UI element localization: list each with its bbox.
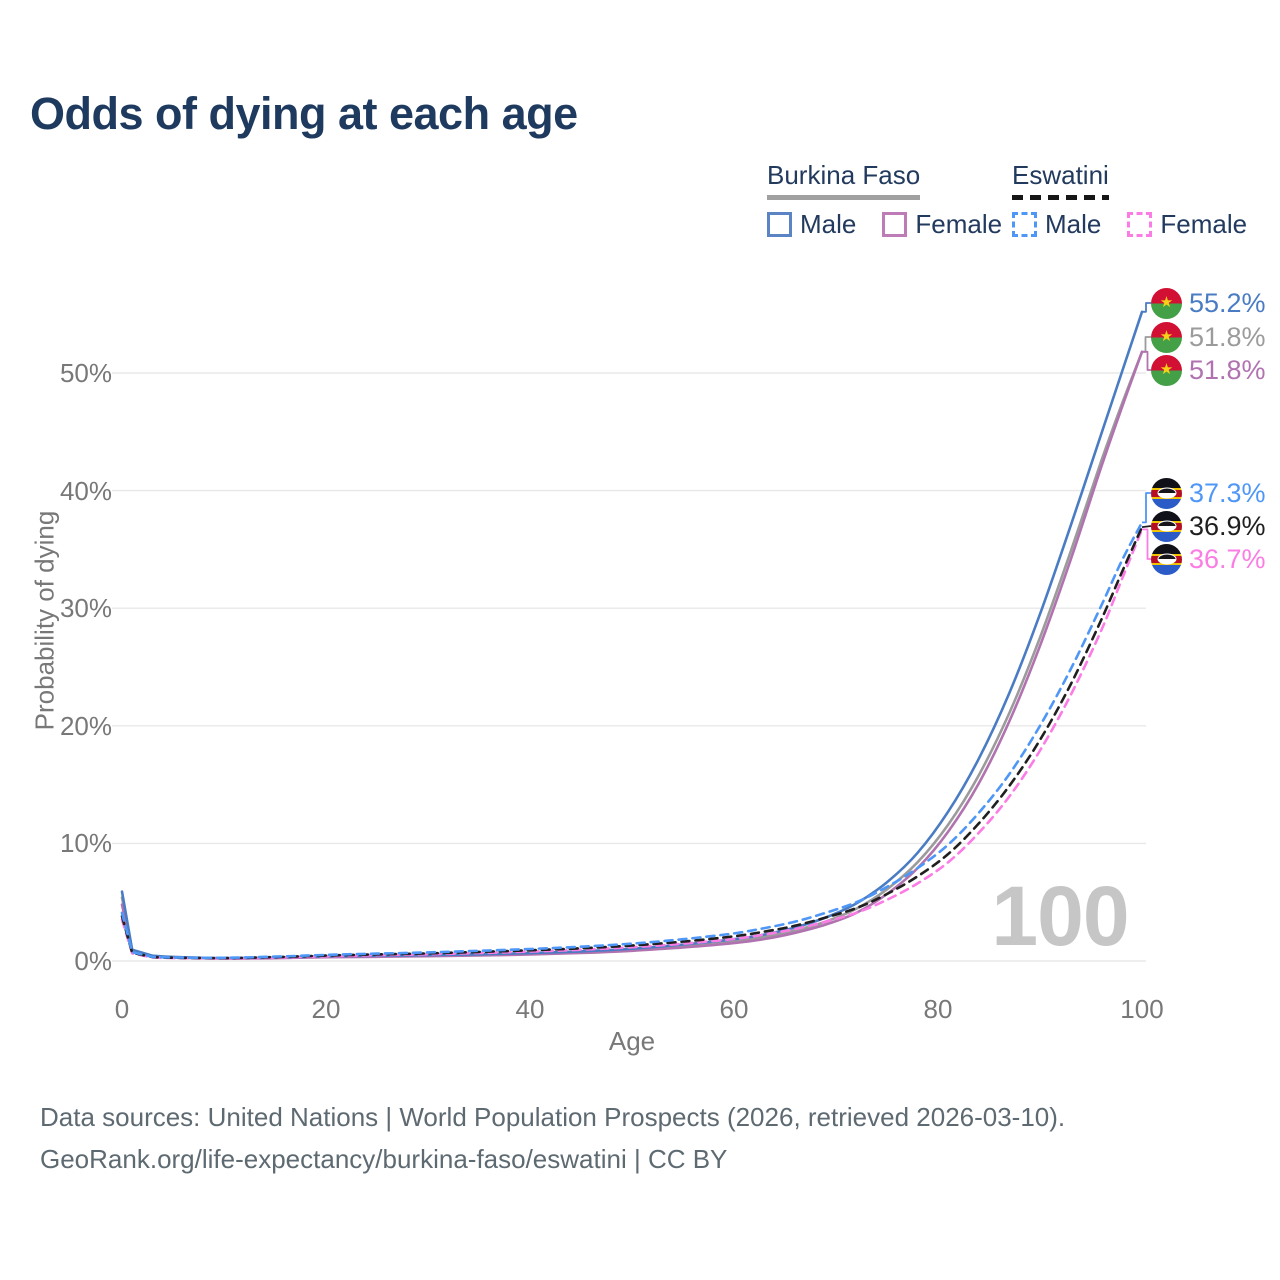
x-axis-tick-label: 80 — [923, 994, 953, 1024]
eswatini-flag-icon — [1151, 510, 1182, 542]
x-axis-tick-label: 20 — [311, 994, 341, 1024]
end-label-value: 36.7% — [1189, 543, 1266, 574]
eswatini-female-swatch-icon — [1127, 212, 1153, 237]
end-label-value: 37.3% — [1189, 477, 1266, 508]
legend-group-eswatini: Eswatini Male Female — [1012, 160, 1247, 240]
legend-label: Female — [1160, 209, 1248, 239]
legend-label: Male — [1045, 209, 1102, 239]
eswatini-male-swatch-icon — [1012, 212, 1037, 237]
end-label-bf-male: 55.2% — [1151, 287, 1266, 319]
legend-country-burkina-faso[interactable]: Burkina Faso — [767, 160, 921, 200]
end-label-bf-female: 51.8% — [1151, 354, 1266, 386]
end-label-value: 51.8% — [1189, 354, 1266, 385]
end-label-value: 51.8% — [1189, 321, 1266, 352]
x-axis-tick-label: 0 — [114, 994, 130, 1024]
burkina-faso-flag-icon — [1151, 354, 1182, 386]
series-line-bf-male[interactable] — [120, 310, 1144, 960]
legend-group-burkina-faso: Burkina Faso Male Female — [767, 160, 1002, 240]
y-axis-tick-label: 30% — [59, 593, 112, 624]
y-axis-tick-label: 20% — [59, 710, 112, 741]
legend-item-eswatini-male[interactable]: Male — [1012, 209, 1101, 240]
age-watermark: 100 — [991, 869, 1129, 963]
end-label-connector — [1142, 302, 1151, 313]
legend-country-eswatini[interactable]: Eswatini — [1012, 160, 1109, 200]
chart-legend: Burkina Faso Male Female Eswatini Male — [0, 160, 1280, 240]
legend-label: Male — [800, 209, 857, 239]
legend-item-eswatini-female[interactable]: Female — [1127, 209, 1247, 240]
series-line-bf-both[interactable] — [120, 350, 1144, 960]
burkina-faso-female-swatch-icon — [882, 212, 908, 237]
end-label-bf-both: 51.8% — [1151, 321, 1266, 353]
end-label-sz-male: 37.3% — [1151, 477, 1266, 509]
attribution-line: GeoRank.org/life-expectancy/burkina-faso… — [40, 1144, 728, 1174]
burkina-faso-flag-icon — [1151, 287, 1182, 319]
page-title: Odds of dying at each age — [30, 88, 578, 139]
series-line-bf-female[interactable] — [120, 350, 1144, 960]
y-axis-tick-label: 40% — [59, 475, 112, 506]
series-line-sz-both[interactable] — [120, 525, 1144, 960]
legend-item-burkina-faso-male[interactable]: Male — [767, 209, 856, 240]
x-axis-tick-label: 40 — [515, 994, 545, 1024]
end-label-sz-both: 36.9% — [1151, 510, 1266, 542]
x-axis-title: Age — [608, 1026, 656, 1056]
burkina-faso-flag-icon — [1151, 321, 1182, 353]
y-axis-tick-label: 0% — [74, 946, 112, 976]
end-label-connector — [1142, 336, 1151, 353]
chart-footer: Data sources: United Nations | World Pop… — [40, 1096, 1065, 1180]
y-axis-tick-label: 50% — [59, 358, 112, 388]
end-label-value: 36.9% — [1189, 510, 1266, 541]
series-line-sz-female[interactable] — [120, 528, 1144, 960]
end-label-connector — [1142, 528, 1151, 560]
data-sources-line: Data sources: United Nations | World Pop… — [40, 1102, 1066, 1132]
y-axis-title: Probability of dying — [29, 510, 60, 731]
x-axis-tick-label: 100 — [1120, 994, 1164, 1024]
eswatini-flag-icon — [1151, 543, 1182, 575]
x-axis-tick-label: 60 — [719, 994, 749, 1024]
legend-item-burkina-faso-female[interactable]: Female — [882, 209, 1002, 240]
end-label-connector — [1142, 350, 1151, 371]
eswatini-flag-icon — [1151, 477, 1182, 509]
burkina-faso-male-swatch-icon — [767, 212, 792, 237]
series-line-sz-male[interactable] — [120, 521, 1144, 960]
y-axis-tick-label: 10% — [59, 828, 112, 859]
legend-label: Female — [915, 209, 1003, 239]
end-label-value: 55.2% — [1189, 287, 1266, 318]
end-label-connector — [1142, 492, 1151, 524]
end-label-connector — [1141, 525, 1152, 528]
end-label-sz-female: 36.7% — [1151, 543, 1266, 575]
